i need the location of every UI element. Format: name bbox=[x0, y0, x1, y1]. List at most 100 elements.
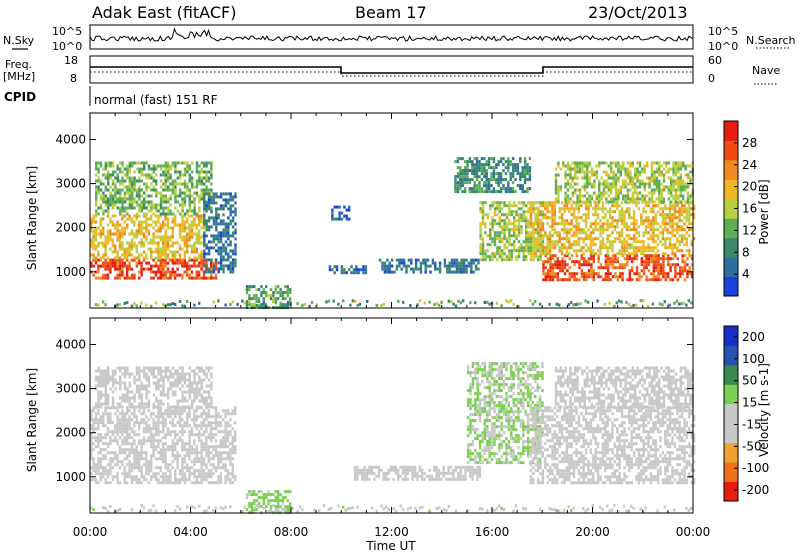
data-cell bbox=[121, 273, 124, 277]
data-cell bbox=[658, 167, 661, 171]
data-cell bbox=[602, 182, 606, 186]
data-cell bbox=[598, 194, 601, 198]
data-cell bbox=[164, 217, 167, 221]
data-cell bbox=[296, 302, 299, 306]
data-cell bbox=[126, 226, 129, 230]
data-cell bbox=[121, 203, 124, 207]
data-cell bbox=[577, 240, 581, 244]
data-cell bbox=[480, 166, 484, 170]
data-cell bbox=[150, 238, 153, 242]
ground-scatter-band bbox=[94, 299, 693, 308]
data-cell bbox=[111, 232, 114, 236]
data-cell bbox=[133, 223, 136, 227]
data-cell bbox=[183, 448, 186, 452]
data-cell bbox=[190, 276, 194, 280]
data-cell bbox=[682, 194, 685, 198]
data-cell bbox=[166, 226, 170, 230]
data-cell bbox=[215, 219, 218, 223]
data-cell bbox=[147, 223, 150, 227]
data-cell bbox=[683, 243, 686, 247]
data-cell bbox=[503, 219, 506, 223]
data-cell bbox=[142, 478, 146, 482]
data-cell bbox=[164, 273, 167, 277]
data-cell bbox=[203, 195, 206, 199]
data-cell bbox=[181, 457, 184, 461]
data-cell bbox=[121, 217, 124, 221]
data-cell bbox=[625, 234, 629, 238]
data-cell bbox=[689, 176, 692, 180]
data-cell bbox=[492, 166, 496, 170]
data-cell bbox=[586, 191, 589, 195]
data-cell bbox=[205, 463, 208, 467]
data-cell bbox=[284, 297, 287, 301]
data-cell bbox=[191, 179, 194, 183]
data-cell bbox=[155, 173, 158, 177]
data-cell bbox=[200, 460, 203, 464]
data-cell bbox=[614, 200, 618, 204]
data-cell bbox=[169, 472, 172, 476]
data-cell bbox=[227, 264, 230, 268]
data-cell bbox=[395, 267, 399, 271]
data-cell bbox=[147, 229, 150, 233]
data-cell bbox=[111, 258, 114, 262]
data-cell bbox=[181, 472, 184, 476]
data-cell bbox=[580, 204, 583, 208]
data-cell bbox=[551, 266, 555, 270]
data-cell bbox=[99, 418, 102, 422]
data-cell bbox=[140, 472, 143, 476]
data-cell bbox=[647, 219, 650, 223]
data-cell bbox=[159, 256, 162, 260]
data-cell bbox=[560, 222, 564, 226]
data-cell bbox=[489, 207, 492, 211]
data-cell bbox=[598, 200, 601, 204]
data-cell bbox=[104, 203, 107, 207]
data-cell bbox=[111, 244, 114, 248]
data-cell bbox=[509, 175, 512, 179]
data-cell bbox=[650, 191, 654, 195]
data-cell bbox=[641, 167, 644, 171]
data-cell bbox=[345, 271, 348, 275]
data-cell bbox=[118, 430, 122, 434]
data-cell bbox=[564, 164, 567, 168]
data-cell bbox=[198, 223, 201, 227]
data-cell bbox=[178, 436, 182, 440]
data-cell bbox=[157, 418, 160, 422]
data-cell bbox=[152, 448, 155, 452]
data-cell bbox=[660, 173, 663, 177]
data-cell bbox=[564, 176, 567, 180]
data-cell bbox=[203, 252, 206, 256]
data-cell bbox=[646, 176, 649, 180]
data-cell bbox=[638, 179, 642, 183]
data-cell bbox=[119, 200, 122, 204]
data-cell bbox=[102, 197, 105, 201]
data-cell bbox=[529, 246, 533, 250]
data-cell bbox=[195, 460, 198, 464]
data-cell bbox=[641, 170, 644, 174]
data-cell bbox=[310, 301, 314, 304]
data-cell bbox=[248, 294, 251, 298]
data-cell bbox=[152, 220, 155, 224]
data-cell bbox=[521, 169, 524, 173]
data-cell bbox=[95, 209, 98, 213]
data-cell bbox=[166, 466, 170, 470]
data-cell bbox=[157, 217, 160, 221]
data-cell bbox=[454, 184, 457, 188]
data-cell bbox=[229, 213, 232, 217]
data-cell bbox=[191, 185, 194, 189]
data-cell bbox=[510, 252, 513, 256]
data-cell bbox=[183, 264, 186, 268]
data-cell bbox=[528, 175, 532, 179]
data-cell bbox=[668, 237, 672, 241]
data-cell bbox=[133, 478, 136, 482]
data-cell bbox=[97, 436, 100, 440]
data-cell bbox=[628, 272, 631, 276]
data-cell bbox=[126, 273, 129, 277]
data-cell bbox=[131, 185, 134, 189]
data-cell bbox=[99, 241, 102, 245]
data-cell bbox=[568, 272, 571, 276]
data-cell bbox=[106, 445, 110, 449]
data-cell bbox=[650, 194, 654, 198]
data-cell bbox=[593, 185, 596, 189]
data-cell bbox=[126, 412, 129, 416]
data-cell bbox=[114, 451, 117, 455]
